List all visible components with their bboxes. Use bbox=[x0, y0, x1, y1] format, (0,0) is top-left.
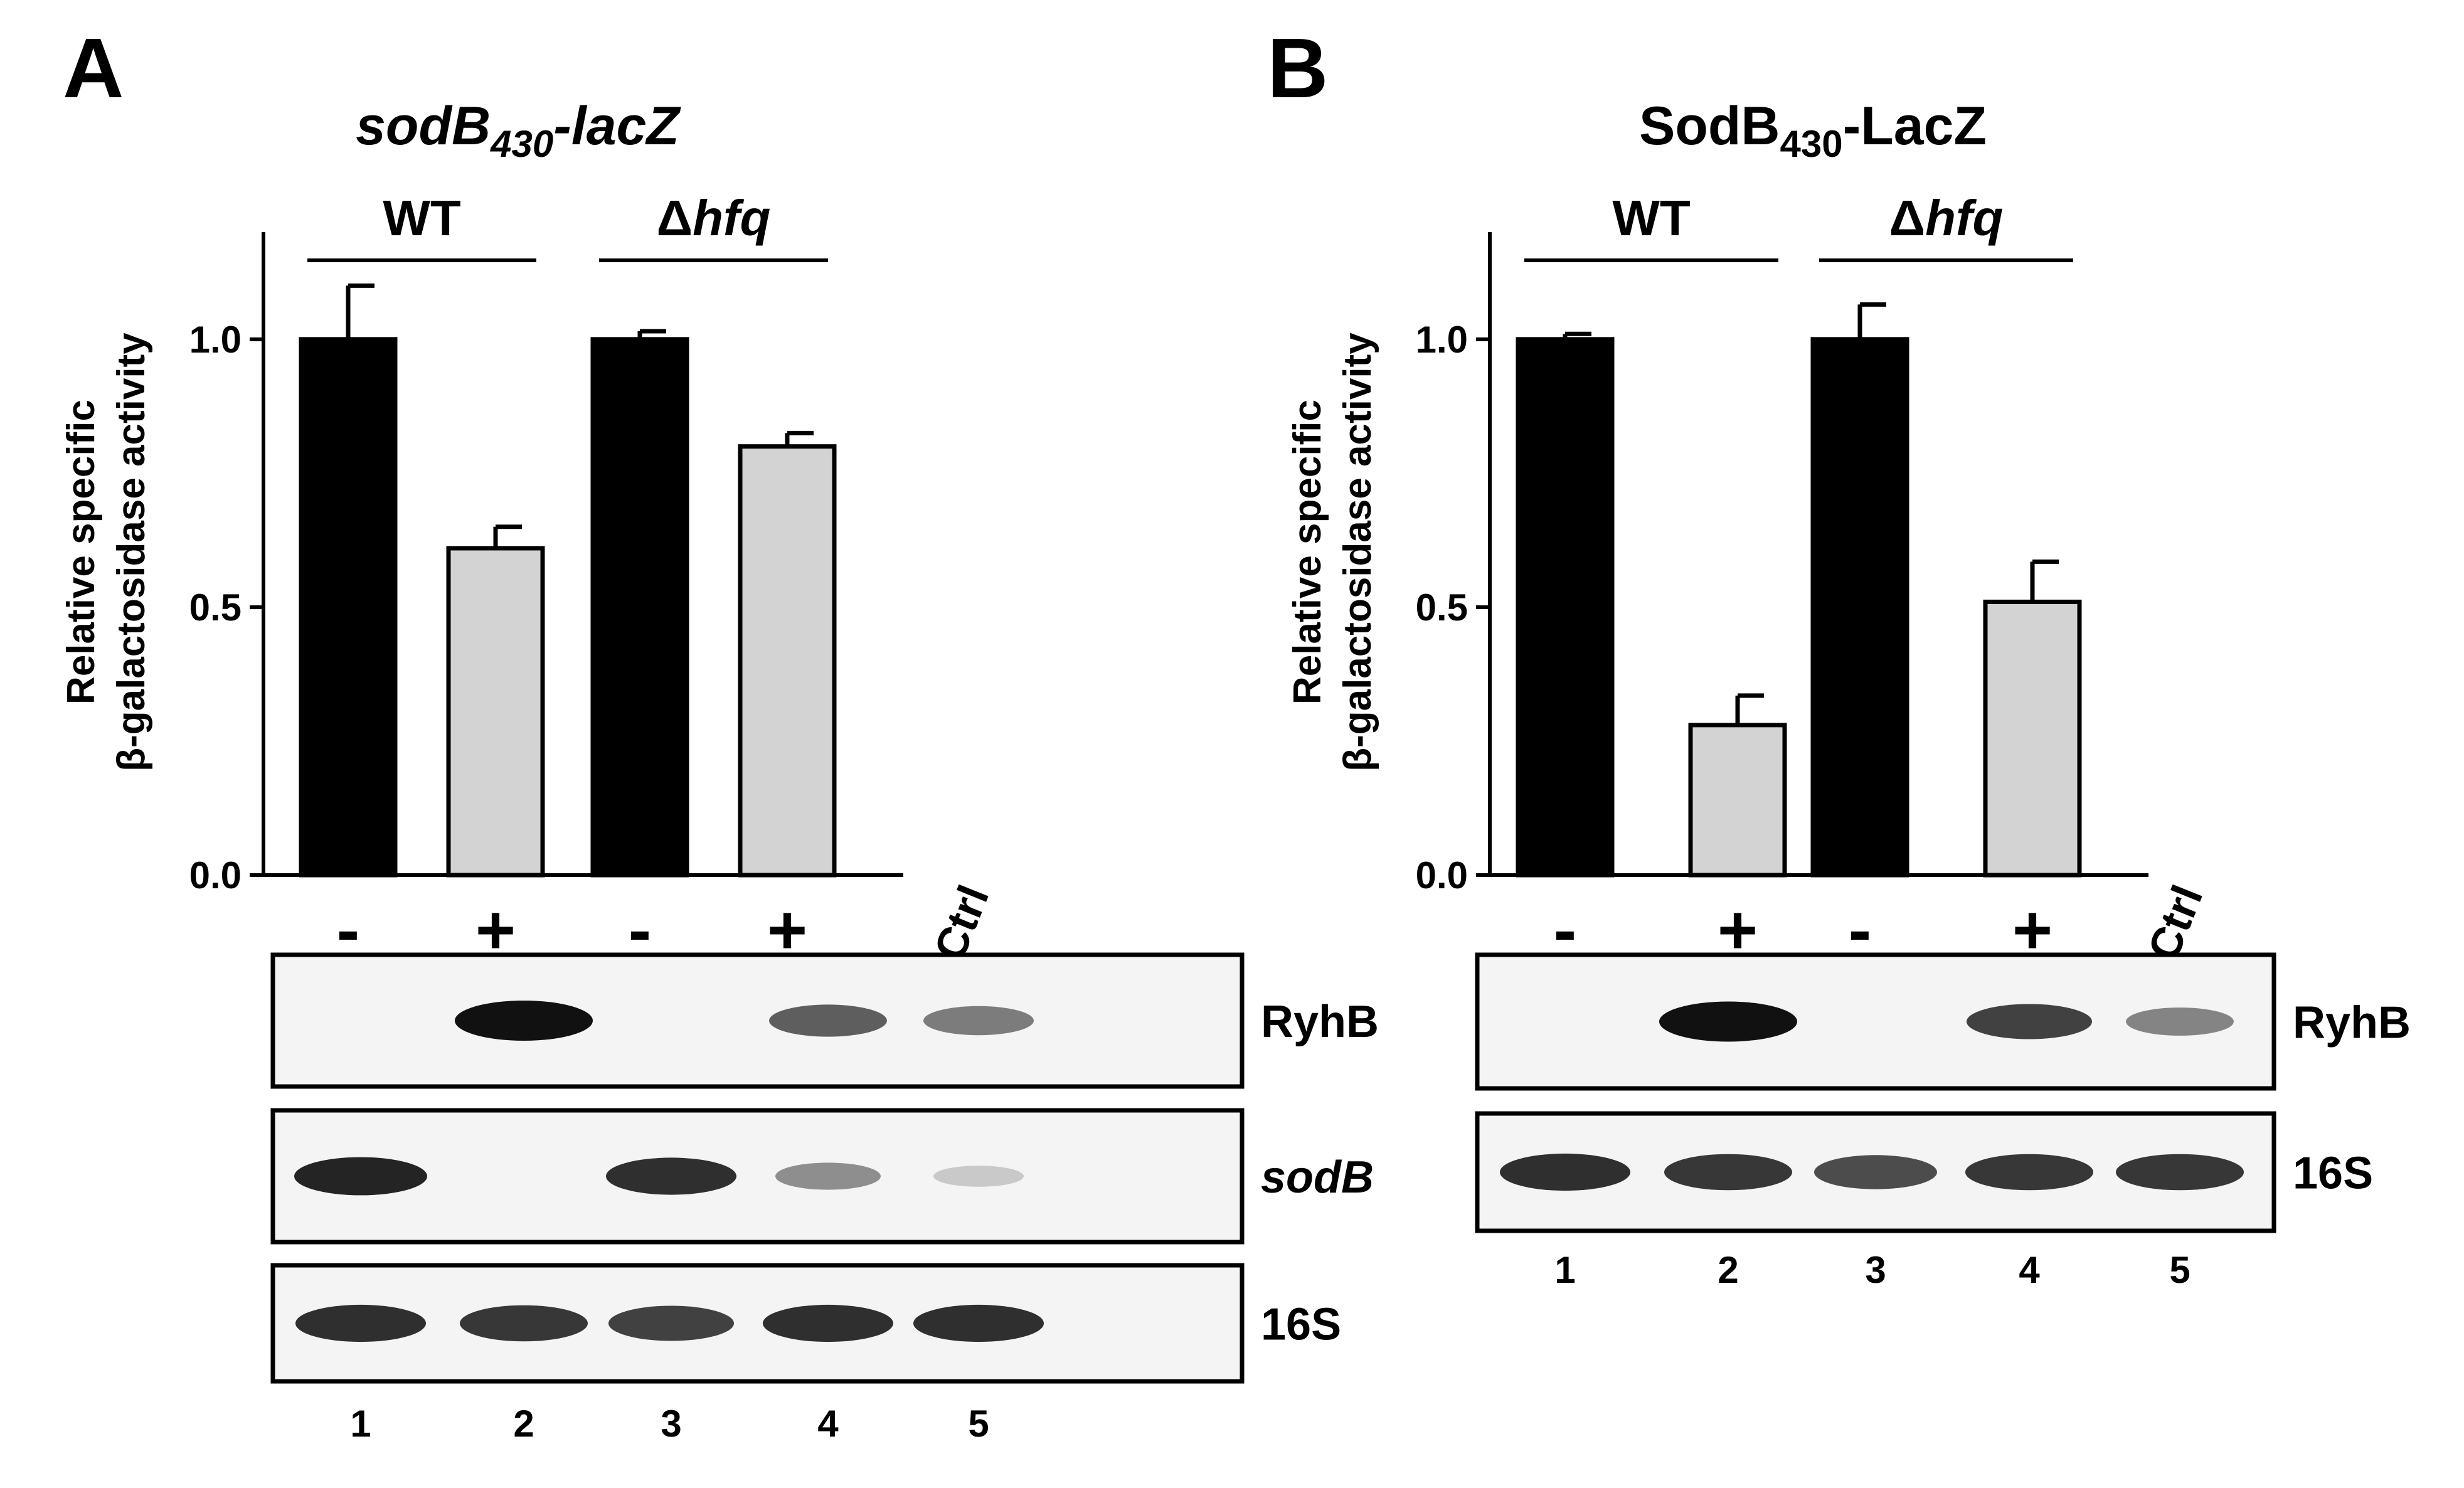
blot-ryhb: RyhB bbox=[1475, 952, 2411, 1091]
band bbox=[455, 1001, 593, 1041]
blot-frame bbox=[1475, 952, 2276, 1091]
band bbox=[763, 1304, 893, 1342]
lane-number: 2 bbox=[1718, 1249, 1738, 1291]
group-label-main: WT bbox=[383, 190, 461, 246]
bar bbox=[1983, 599, 2082, 878]
band bbox=[2116, 1154, 2244, 1191]
y-axis-title-line: β-galactosidase activity bbox=[1336, 332, 1379, 772]
bar bbox=[738, 444, 837, 878]
blot-frame bbox=[270, 1263, 1245, 1384]
group-label: WT bbox=[383, 190, 461, 246]
chart-title-main: sodB bbox=[356, 96, 491, 156]
y-tick-label: 0.5 bbox=[189, 587, 242, 629]
group-label-italic: hfq bbox=[693, 190, 770, 246]
blot-label: sodB bbox=[1261, 1152, 1374, 1203]
lane-number: 3 bbox=[661, 1403, 681, 1445]
lane-number: 4 bbox=[817, 1403, 839, 1445]
blot-sodb: sodB bbox=[270, 1108, 1374, 1245]
panel-b: B SodB430-LacZ Relative specific β-galactos… bbox=[1267, 21, 2411, 1291]
band bbox=[608, 1305, 734, 1341]
blot-16s: 16S bbox=[270, 1263, 1341, 1384]
y-tick-label: 1.0 bbox=[1416, 319, 1468, 361]
band bbox=[1500, 1153, 1630, 1191]
band bbox=[923, 1006, 1034, 1036]
band bbox=[913, 1304, 1044, 1342]
group-label-main: WT bbox=[1612, 190, 1691, 246]
group-label-main: Δ bbox=[657, 190, 693, 246]
y-axis-title-line: Relative specific bbox=[1286, 400, 1329, 704]
panel-label: B bbox=[1267, 21, 1329, 115]
band bbox=[1659, 1001, 1797, 1042]
band bbox=[775, 1162, 881, 1190]
chart-title-rest: -lacZ bbox=[553, 96, 681, 156]
band bbox=[1967, 1004, 2092, 1039]
band bbox=[294, 1157, 427, 1196]
blot-frame bbox=[270, 1108, 1245, 1245]
bar bbox=[299, 337, 398, 878]
band bbox=[769, 1004, 887, 1037]
band bbox=[1965, 1154, 2093, 1191]
y-axis-title-line: β-galactosidase activity bbox=[110, 332, 153, 772]
y-tick-label: 1.0 bbox=[189, 319, 242, 361]
chart-title-rest: -LacZ bbox=[1843, 96, 1987, 156]
band bbox=[460, 1305, 588, 1342]
y-tick-label: 0.0 bbox=[189, 854, 242, 896]
chart-title: sodB430-lacZ bbox=[356, 96, 681, 165]
group-label: Δhfq bbox=[1889, 190, 2004, 246]
chart-title-subscript: 430 bbox=[1780, 123, 1843, 165]
group-label: Δhfq bbox=[657, 190, 771, 246]
lane-number: 1 bbox=[1554, 1249, 1575, 1291]
blot-label: 16S bbox=[2293, 1149, 2373, 1199]
y-tick-label: 0.0 bbox=[1416, 854, 1468, 896]
lane-number: 1 bbox=[350, 1403, 371, 1445]
bar bbox=[590, 337, 689, 878]
y-axis-title-line: Relative specific bbox=[60, 400, 103, 704]
panel-label: A bbox=[63, 21, 124, 115]
chart-title: SodB430-LacZ bbox=[1639, 96, 1987, 165]
group-label-main: Δ bbox=[1889, 190, 1926, 246]
blot-frame bbox=[270, 952, 1245, 1089]
blot-label: 16S bbox=[1261, 1300, 1341, 1350]
bar bbox=[1810, 337, 1909, 878]
band bbox=[933, 1166, 1024, 1187]
lane-number: 3 bbox=[1865, 1249, 1886, 1291]
band bbox=[295, 1304, 426, 1342]
group-label: WT bbox=[1612, 190, 1691, 246]
band bbox=[2126, 1007, 2234, 1036]
blot-label: RyhB bbox=[2293, 998, 2411, 1048]
lane-number: 2 bbox=[513, 1403, 534, 1445]
band bbox=[606, 1157, 736, 1195]
bar bbox=[446, 546, 545, 878]
y-tick-label: 0.5 bbox=[1416, 587, 1468, 629]
lane-number: 5 bbox=[968, 1403, 989, 1445]
group-label-italic: hfq bbox=[1925, 190, 2003, 246]
lane-number: 5 bbox=[2169, 1249, 2190, 1291]
band bbox=[1664, 1154, 1792, 1191]
blot-label: RyhB bbox=[1261, 997, 1379, 1047]
chart-title-subscript: 430 bbox=[490, 123, 553, 165]
blot-16s: 16S bbox=[1475, 1111, 2373, 1233]
band bbox=[1814, 1155, 1937, 1189]
lane-number: 4 bbox=[2019, 1249, 2040, 1291]
bar bbox=[1688, 723, 1787, 878]
chart-title-main: SodB bbox=[1639, 96, 1780, 156]
blot-ryhb: RyhB bbox=[270, 952, 1379, 1089]
bar bbox=[1516, 337, 1615, 878]
